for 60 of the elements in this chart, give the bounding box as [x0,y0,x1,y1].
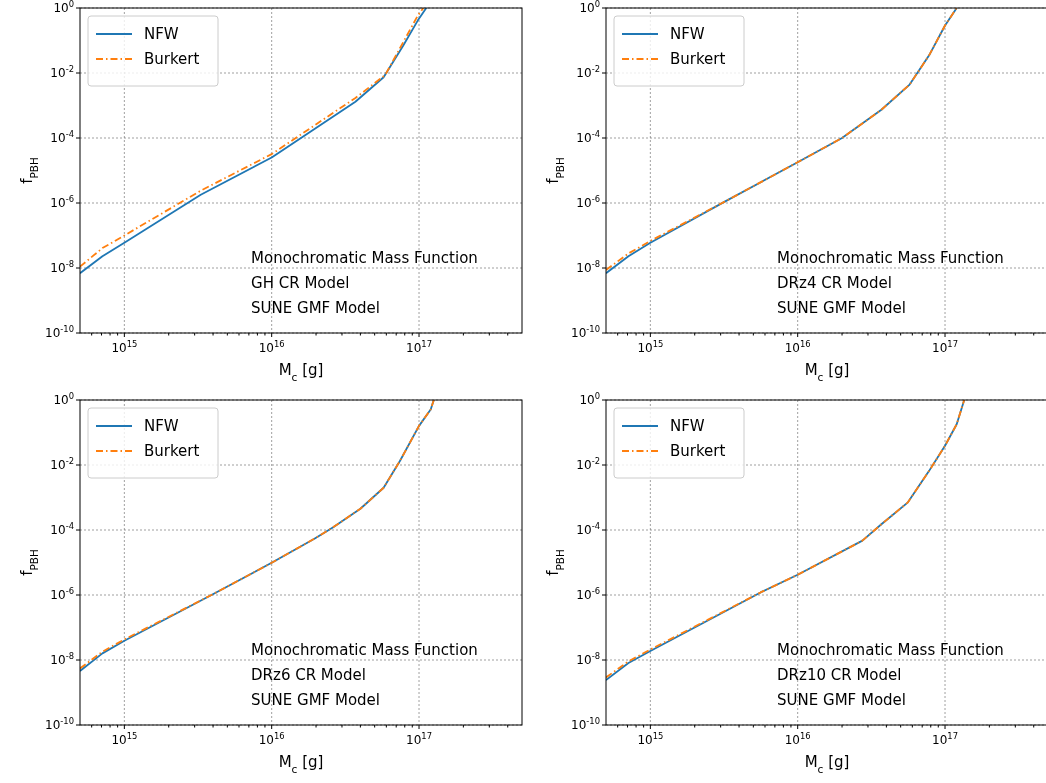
y-tick-label: 10$^{-2}$ [576,456,600,473]
annotation: Monochromatic Mass Function [777,249,1004,267]
x-tick-label: 10$^{15}$ [637,339,664,355]
x-tick-label: 10$^{16}$ [258,339,285,355]
y-tick-label: 10$^{-6}$ [50,194,74,211]
y-tick-label: 10$^{-6}$ [50,586,74,603]
y-tick-label: 10$^{-4}$ [576,129,600,146]
legend-label: Burkert [670,442,726,461]
y-tick-label: 10$^{0}$ [579,391,600,408]
annotation: SUNE GMF Model [251,691,381,709]
legend-label: NFW [670,25,705,44]
x-axis-title: M$_{c}$ [g] [278,753,324,775]
x-tick-label: 10$^{16}$ [784,731,811,747]
x-tick-label: 10$^{16}$ [258,731,285,747]
x-tick-label: 10$^{17}$ [932,339,958,355]
x-tick-label: 10$^{17}$ [406,339,432,355]
x-tick-label: 10$^{15}$ [111,339,138,355]
annotation: SUNE GMF Model [777,691,907,709]
y-tick-label: 10$^{-10}$ [571,324,600,341]
y-tick-label: 10$^{-6}$ [576,194,600,211]
x-tick-label: 10$^{17}$ [932,731,958,747]
y-tick-label: 10$^{-8}$ [50,651,74,668]
legend-label: Burkert [670,50,726,69]
y-tick-label: 10$^{-10}$ [45,716,74,733]
y-tick-label: 10$^{-4}$ [576,521,600,538]
annotation: DRz4 CR Model [777,274,892,292]
y-tick-label: 10$^{-6}$ [576,586,600,603]
y-tick-label: 10$^{-8}$ [576,259,600,276]
legend-label: Burkert [144,50,200,69]
y-tick-label: 10$^{-8}$ [50,259,74,276]
annotation: DRz10 CR Model [777,666,902,684]
y-tick-label: 10$^{-2}$ [576,64,600,81]
y-tick-label: 10$^{0}$ [579,0,600,16]
x-tick-label: 10$^{15}$ [637,731,664,747]
annotation: SUNE GMF Model [777,299,907,317]
annotation: Monochromatic Mass Function [777,641,1004,659]
x-axis-title: M$_{c}$ [g] [804,753,850,775]
annotation: Monochromatic Mass Function [251,249,478,267]
x-axis-title: M$_{c}$ [g] [804,361,850,383]
y-tick-label: 10$^{-2}$ [50,64,74,81]
y-tick-label: 10$^{0}$ [53,0,74,16]
legend-label: NFW [144,417,179,436]
legend-label: Burkert [144,442,200,461]
x-tick-label: 10$^{16}$ [784,339,811,355]
y-tick-label: 10$^{-8}$ [576,651,600,668]
annotation: SUNE GMF Model [251,299,381,317]
legend-label: NFW [670,417,705,436]
y-tick-label: 10$^{-10}$ [571,716,600,733]
x-tick-label: 10$^{17}$ [406,731,432,747]
y-tick-label: 10$^{-4}$ [50,129,74,146]
y-tick-label: 10$^{0}$ [53,391,74,408]
annotation: DRz6 CR Model [251,666,366,684]
y-tick-label: 10$^{-4}$ [50,521,74,538]
y-tick-label: 10$^{-10}$ [45,324,74,341]
y-tick-label: 10$^{-2}$ [50,456,74,473]
legend-label: NFW [144,25,179,44]
annotation: Monochromatic Mass Function [251,641,478,659]
x-axis-title: M$_{c}$ [g] [278,361,324,383]
x-tick-label: 10$^{15}$ [111,731,138,747]
annotation: GH CR Model [251,274,350,292]
